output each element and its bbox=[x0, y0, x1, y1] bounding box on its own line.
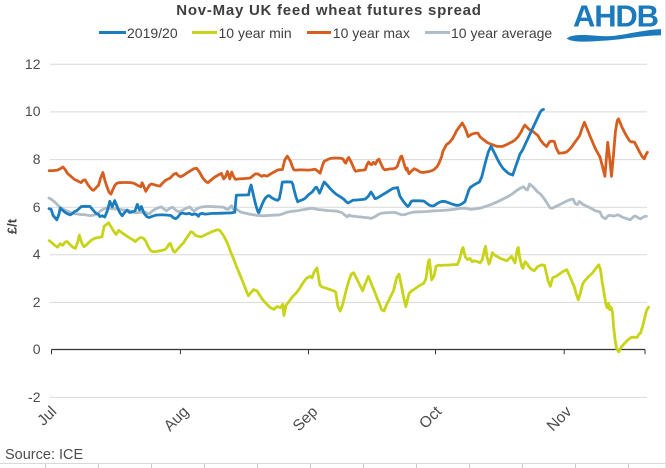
svg-text:AHDB: AHDB bbox=[573, 0, 659, 34]
